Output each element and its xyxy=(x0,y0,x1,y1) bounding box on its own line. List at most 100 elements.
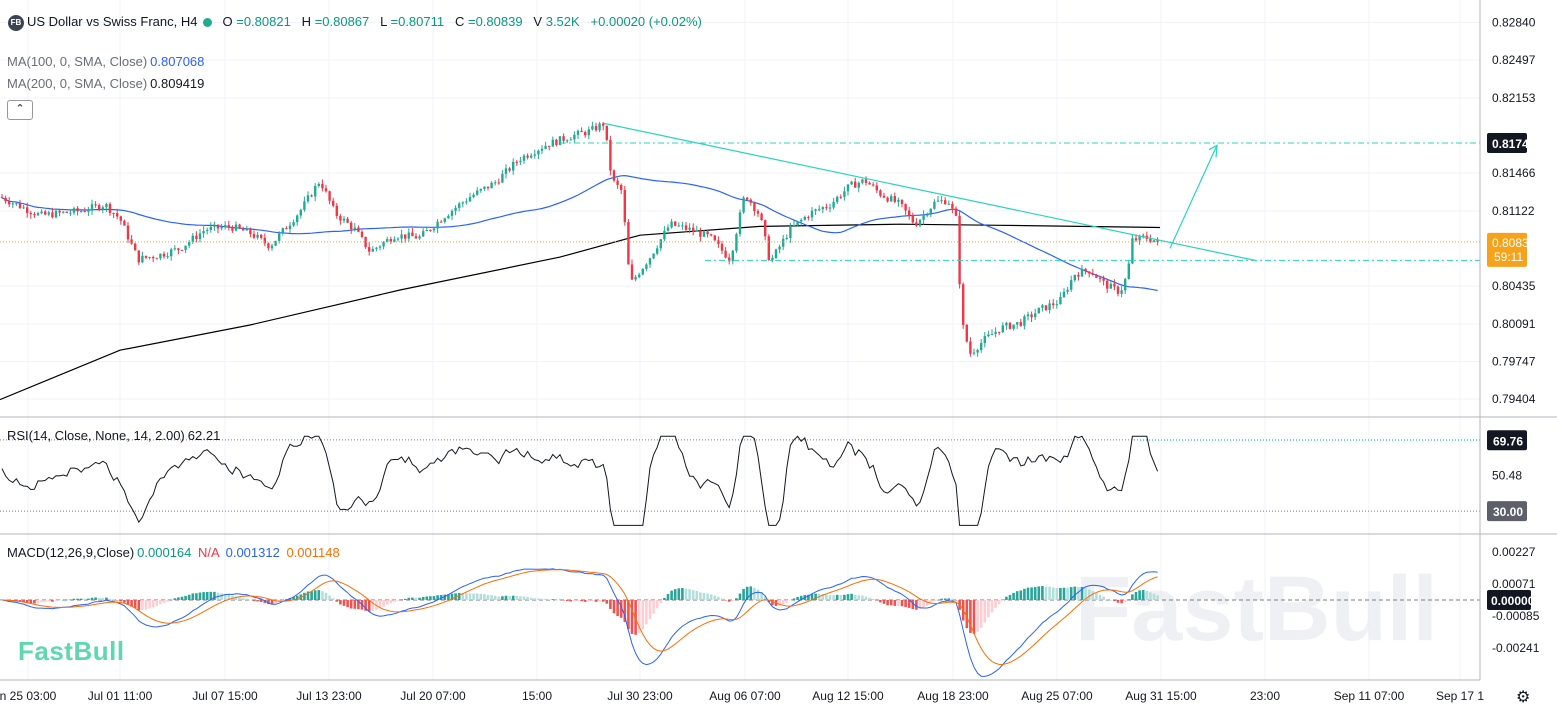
macd-histogram-bar xyxy=(778,600,781,606)
candle-body xyxy=(933,201,936,209)
macd-histogram-bar xyxy=(169,599,173,601)
candle-body xyxy=(760,213,763,221)
macd-histogram-bar xyxy=(61,599,65,601)
candle-body xyxy=(929,208,932,215)
macd-tick-label: -0.00241 xyxy=(1492,641,1540,655)
candle-body xyxy=(209,226,212,231)
macd-histogram-bar xyxy=(576,600,580,602)
macd-histogram-bar xyxy=(1037,586,1041,600)
candle-body xyxy=(22,207,25,209)
candle-body xyxy=(4,197,7,202)
candle-body xyxy=(342,218,346,221)
candle-body xyxy=(1001,325,1004,333)
macd-histogram-bar xyxy=(90,597,94,600)
macd-histogram-bar xyxy=(738,593,742,600)
macd-histogram-bar xyxy=(508,596,511,600)
macd-histogram-bar xyxy=(483,594,486,600)
ma200-legend[interactable]: MA(200, 0, SMA, Close) 0.809419 xyxy=(7,76,204,91)
low-label: L xyxy=(380,14,387,29)
macd-histogram-bar xyxy=(871,598,875,600)
ma200-path xyxy=(0,223,1161,401)
macd-histogram-bar xyxy=(213,591,216,600)
settings-gear-icon[interactable]: ⚙ xyxy=(1516,689,1531,706)
candle-body xyxy=(1048,303,1051,311)
candle-body xyxy=(454,207,457,211)
macd-histogram-bar xyxy=(1005,596,1008,600)
macd-histogram-bar xyxy=(51,600,54,602)
candle-body xyxy=(576,130,580,135)
rsi-legend[interactable]: RSI(14, Close, None, 14, 2.00) 62.21 xyxy=(7,428,220,443)
candle-body xyxy=(332,200,335,206)
candle-body xyxy=(792,225,796,227)
candle-body xyxy=(778,246,781,250)
candle-body xyxy=(774,249,778,259)
candle-body xyxy=(116,213,119,217)
candle-body xyxy=(1077,274,1080,277)
price-tick-label: 0.81466 xyxy=(1492,166,1536,180)
ma200-value: 0.809419 xyxy=(150,76,205,91)
macd-histogram-bar xyxy=(241,598,245,600)
candle-body xyxy=(558,136,562,145)
candle-body xyxy=(720,243,724,251)
candle-body xyxy=(609,139,612,171)
grid-lines xyxy=(0,0,1480,680)
candle-body xyxy=(440,221,443,223)
macd-histogram-bar xyxy=(1044,586,1048,600)
macd-histogram-bar xyxy=(159,600,162,605)
candles xyxy=(0,121,1159,357)
macd-histogram-bar xyxy=(695,590,699,600)
candle-body xyxy=(461,202,464,204)
macd-histogram-bar xyxy=(439,594,443,600)
macd-histogram-bar xyxy=(1077,587,1080,600)
macd-histogram-bar xyxy=(1023,588,1026,600)
macd-zero-badge-text: 0.00000 xyxy=(1491,594,1535,608)
macd-histogram-bar xyxy=(18,600,22,602)
candle-body xyxy=(663,230,666,240)
candle-body xyxy=(1012,324,1015,329)
macd-histogram-bar xyxy=(655,600,659,609)
candle-body xyxy=(789,226,792,239)
candle-body xyxy=(875,185,878,191)
macd-histogram-bar xyxy=(364,600,367,611)
candle-body xyxy=(846,184,850,192)
time-tick-label: 15:00 xyxy=(522,689,552,703)
macd-histogram-bar xyxy=(274,600,277,604)
macd-histogram-bar xyxy=(648,600,652,619)
candle-body xyxy=(8,201,11,205)
candle-body xyxy=(425,229,428,232)
macd-histogram-bar xyxy=(353,600,357,609)
candle-body xyxy=(886,197,889,202)
candle-body xyxy=(18,203,22,209)
candle-body xyxy=(119,216,122,221)
candle-body xyxy=(724,250,727,258)
ma100-legend[interactable]: MA(100, 0, SMA, Close) 0.807068 xyxy=(7,54,204,69)
candle-body xyxy=(1052,303,1055,306)
close-label: C xyxy=(454,14,465,29)
macd-legend[interactable]: MACD(12,26,9,Close) 0.000164 N/A 0.001312… xyxy=(7,545,340,560)
countdown-text: 59:11 xyxy=(1494,250,1523,264)
candle-body xyxy=(638,274,641,278)
high-label: H xyxy=(301,14,312,29)
collapse-legend-button[interactable]: ⌃ xyxy=(7,100,33,120)
macd-histogram-bar xyxy=(1123,600,1127,603)
macd-histogram-bar xyxy=(342,600,346,606)
macd-histogram-bar xyxy=(630,600,634,634)
macd-histogram-bar xyxy=(155,600,159,607)
macd-histogram-bar xyxy=(1102,596,1105,600)
macd-histogram-bar xyxy=(205,592,209,600)
macd-histogram-bar xyxy=(1149,592,1152,600)
macd-histogram-bar xyxy=(382,600,385,607)
symbol-title[interactable]: US Dollar vs Swiss Franc, H4 xyxy=(27,14,198,29)
macd-histogram-bar xyxy=(922,600,925,608)
price-tick-label: 0.82497 xyxy=(1492,53,1536,67)
macd-histogram-bar xyxy=(627,600,630,630)
macd-histogram-bar xyxy=(897,600,900,606)
candle-body xyxy=(195,235,198,240)
macd-zero-badge xyxy=(1487,590,1531,610)
macd-histogram-bar xyxy=(742,588,745,600)
macd-hist-value: 0.000164 xyxy=(137,545,192,560)
candle-body xyxy=(141,255,144,263)
macd-histogram-bar xyxy=(130,600,133,607)
candle-body xyxy=(976,350,979,353)
